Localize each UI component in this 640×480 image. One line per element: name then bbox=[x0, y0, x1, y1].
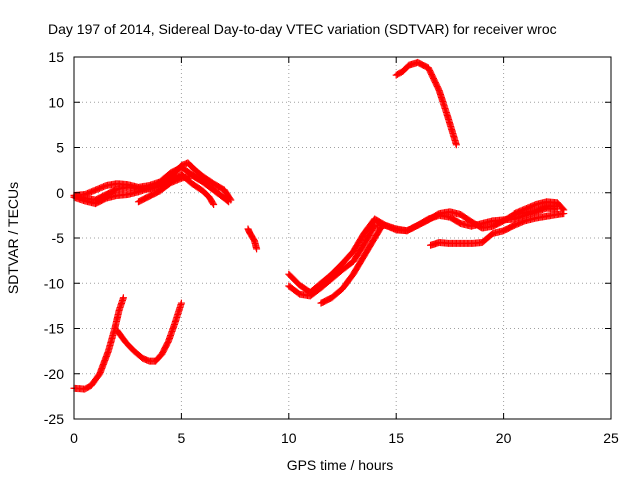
axis-ticks: 0 5 10 15 20 25 -25 -20 -15 -10 -5 0 5 10 15 bbox=[44, 49, 619, 446]
chart-title: Day 197 of 2014, Sidereal Day-to-day VTE… bbox=[48, 21, 557, 37]
data-point bbox=[376, 224, 384, 232]
series-arc-l bbox=[427, 210, 568, 249]
data-point bbox=[225, 198, 233, 206]
data-point bbox=[210, 201, 218, 209]
x-tick-label: 10 bbox=[281, 430, 297, 446]
y-tick-label: -20 bbox=[44, 366, 64, 382]
x-axis-label: GPS time / hours bbox=[287, 457, 394, 473]
x-tick-label: 0 bbox=[70, 430, 78, 446]
x-tick-label: 15 bbox=[388, 430, 404, 446]
series-arc-e bbox=[70, 294, 127, 393]
y-tick-label: 15 bbox=[48, 49, 64, 65]
series-arc-m bbox=[510, 198, 568, 218]
series-arc-j bbox=[285, 202, 561, 296]
y-tick-label: -15 bbox=[44, 321, 64, 337]
series-arc-h bbox=[392, 58, 460, 149]
data-point bbox=[253, 245, 261, 253]
data-point bbox=[177, 299, 185, 307]
grid-lines bbox=[74, 57, 611, 419]
data-point bbox=[452, 141, 460, 149]
y-tick-label: 0 bbox=[56, 185, 64, 201]
data-series bbox=[70, 58, 568, 393]
data-point bbox=[377, 223, 385, 231]
data-point bbox=[209, 199, 217, 207]
y-tick-label: 5 bbox=[56, 140, 64, 156]
series-arc-k bbox=[317, 223, 385, 307]
data-point bbox=[219, 193, 227, 201]
series-arc-d bbox=[134, 172, 228, 206]
x-tick-label: 20 bbox=[496, 430, 512, 446]
data-point bbox=[559, 205, 567, 213]
x-tick-label: 5 bbox=[178, 430, 186, 446]
y-tick-label: -25 bbox=[44, 411, 64, 427]
data-point bbox=[220, 194, 228, 202]
y-tick-label: 10 bbox=[48, 94, 64, 110]
data-point bbox=[560, 206, 568, 214]
series-arc-g bbox=[244, 225, 261, 253]
data-point bbox=[119, 294, 127, 302]
y-tick-label: -5 bbox=[52, 230, 65, 246]
y-axis-label: SDTVAR / TECUs bbox=[5, 182, 21, 294]
x-tick-label: 25 bbox=[603, 430, 619, 446]
series-arc-f bbox=[113, 299, 185, 365]
y-tick-label: -10 bbox=[44, 275, 64, 291]
